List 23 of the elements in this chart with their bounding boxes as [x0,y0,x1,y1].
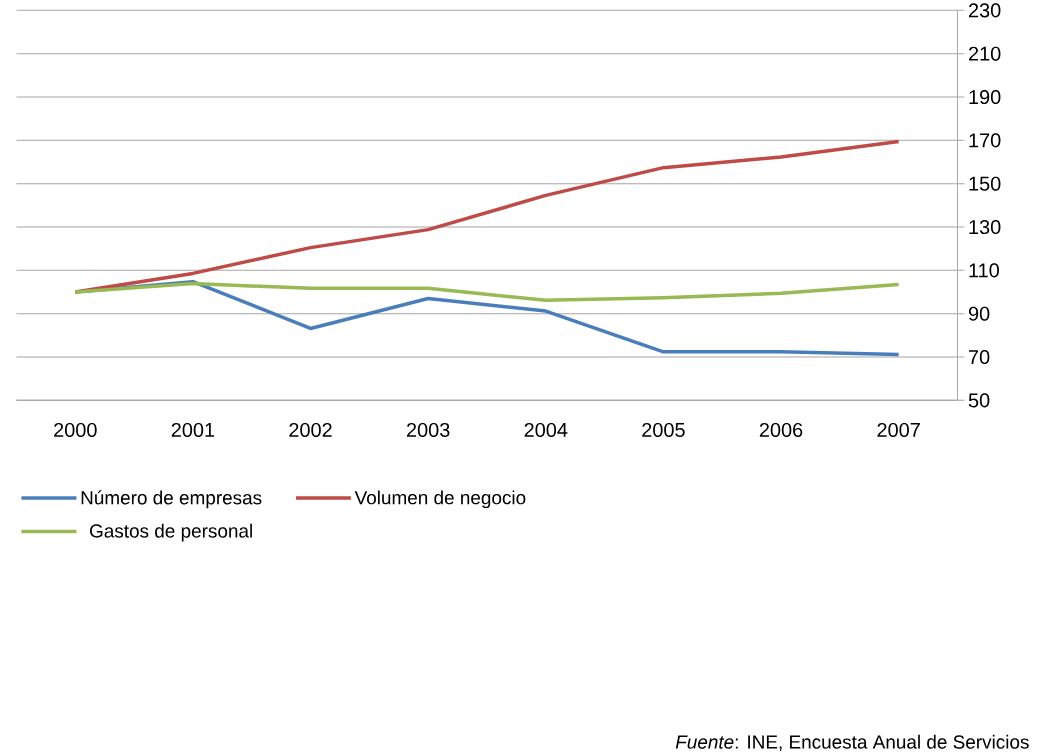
legend-label: Número de empresas [81,490,262,509]
y-tick-label: 230 [969,3,1001,18]
legend-label: Gastos de personal [90,523,252,542]
y-tick-label: 70 [969,349,990,364]
y-tick-label: 150 [969,176,1001,191]
y-tick-label: 130 [969,219,1001,234]
y-tick-label: 190 [969,89,1001,104]
y-tick-label: 170 [969,133,1001,148]
line-series [73,281,901,302]
x-tick-label: 2006 [759,422,803,437]
y-tick-label: 210 [969,46,1001,61]
x-tick-label: 2003 [407,422,450,437]
x-tick-label: 2004 [524,422,568,437]
y-tick-label: 50 [968,393,990,408]
x-tick-label: 2007 [877,422,920,437]
x-tick-label: 2001 [171,422,215,437]
y-tick-label: 110 [969,263,999,278]
text: Fuente: INE, Encuesta Anual de Servicios [675,734,1029,751]
x-tick-label: 2002 [289,422,332,437]
legend-label: Volumen de negocio [354,490,526,508]
x-tick-label: 2005 [642,422,685,437]
x-tick-label: 2000 [54,422,97,437]
y-tick-label: 90 [968,306,990,321]
